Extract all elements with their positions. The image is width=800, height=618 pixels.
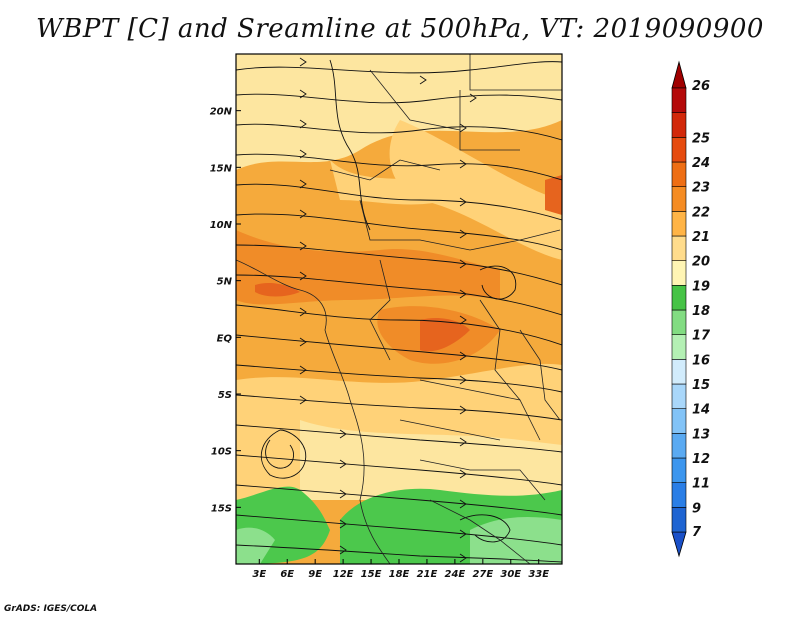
- colorbar-segment: [671, 87, 687, 113]
- colorbar-label: 24: [692, 156, 710, 171]
- wbpt-field: [236, 54, 562, 564]
- lon-tick-label: 30E: [500, 569, 521, 580]
- colorbar-label: 20: [692, 255, 710, 270]
- lon-tick-label: 9E: [308, 569, 322, 580]
- lat-tick-label: 5S: [218, 390, 232, 401]
- colorbar-label: 11: [692, 477, 710, 492]
- field-very-hot-2: [255, 282, 300, 297]
- lon-tick-label: 33E: [528, 569, 549, 580]
- colorbar-segment: [671, 260, 687, 286]
- colorbar-segment: [671, 408, 687, 434]
- field-very-hot-3: [545, 175, 562, 215]
- field-mild-northeast: [389, 120, 562, 260]
- lat-tick-label: 5N: [217, 277, 233, 288]
- colorbar-label: 15: [692, 378, 710, 393]
- colorbar-label: 16: [692, 353, 710, 368]
- lon-tick-label: 27E: [472, 569, 493, 580]
- colorbar-label: 18: [692, 304, 710, 319]
- colorbar-label: 25: [692, 131, 710, 146]
- field-cool-south: [300, 420, 562, 500]
- colorbar-segment: [671, 235, 687, 261]
- colorbar-segment: [671, 359, 687, 385]
- lat-tick-label: 15S: [211, 503, 232, 514]
- field-mild-band: [330, 160, 470, 205]
- longitude-axis: 3E 6E 9E 12E 15E 18E 21E 24E 27E 30E 33E: [252, 559, 549, 580]
- field-green-light: [470, 517, 562, 564]
- field-very-hot-1: [420, 318, 470, 352]
- colorbar-label: 12: [692, 452, 710, 467]
- lon-tick-label: 12E: [333, 569, 354, 580]
- lat-tick-label: 20N: [210, 107, 233, 118]
- colorbar-label: 7: [692, 525, 702, 540]
- colorbar-top-arrow: [671, 60, 687, 89]
- lon-tick-label: 24E: [445, 569, 466, 580]
- colorbar-segment: [671, 482, 687, 508]
- lat-tick-label: 10S: [211, 447, 232, 458]
- colorbar-segment: [671, 383, 687, 409]
- colorbar-label: 19: [692, 279, 710, 294]
- lon-tick-label: 3E: [252, 569, 266, 580]
- field-mild-north: [236, 54, 562, 170]
- colorbar-label: 13: [692, 427, 710, 442]
- colorbar-segment: [671, 507, 687, 533]
- grads-credit: GrADS: IGES/COLA: [4, 604, 98, 614]
- colorbar-segment: [671, 334, 687, 360]
- colorbar-segment: [671, 137, 687, 163]
- colorbar-label: 17: [692, 329, 711, 344]
- lat-tick-label: 15N: [210, 163, 233, 174]
- colorbar-segment: [671, 309, 687, 335]
- streamline-arrows: [299, 57, 477, 563]
- colorbar-segment: [671, 112, 687, 138]
- map-title: WBPT [C] and Sreamline at 500hPa, VT: 20…: [36, 14, 764, 44]
- lon-tick-label: 18E: [389, 569, 410, 580]
- colorbar-label: 14: [692, 403, 710, 418]
- lat-tick-label: 10N: [210, 220, 233, 231]
- colorbar-segment: [671, 186, 687, 212]
- colorbar-segment: [671, 211, 687, 237]
- colorbar-label: 23: [692, 181, 710, 196]
- colorbar-segment: [671, 161, 687, 187]
- colorbar-segment: [671, 457, 687, 483]
- field-hot-west: [236, 230, 500, 305]
- colorbar-bottom-arrow: [671, 531, 687, 558]
- colorbar-label: 21: [692, 230, 710, 245]
- colorbar-label: 9: [692, 501, 701, 516]
- colorbar-label: 22: [692, 205, 710, 220]
- lon-tick-label: 6E: [280, 569, 294, 580]
- lon-tick-label: 15E: [361, 569, 382, 580]
- colorbar-label: 26: [692, 79, 710, 94]
- streamlines: [236, 59, 562, 563]
- colorbar-segment: [671, 285, 687, 311]
- colorbar: 7 9 11 12 13 14 15 16 17 18 19 20 21 22 23 24 25 26: [671, 60, 711, 558]
- country-borders: [236, 54, 562, 564]
- lat-tick-label: EQ: [217, 333, 233, 344]
- latitude-axis: 20N 15N 10N 5N EQ 5S 10S 15S: [210, 107, 241, 514]
- colorbar-segment: [671, 433, 687, 459]
- lon-tick-label: 21E: [417, 569, 438, 580]
